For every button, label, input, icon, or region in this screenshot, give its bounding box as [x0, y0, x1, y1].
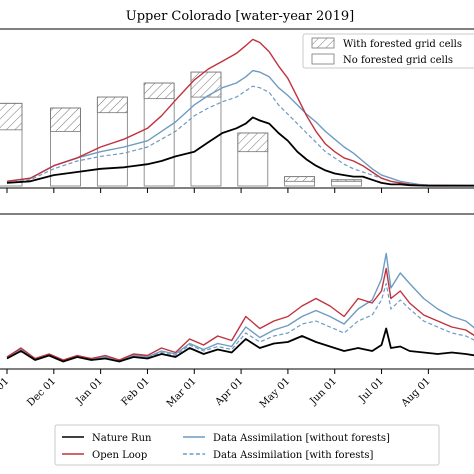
top-series-open-loop — [6, 38, 474, 187]
bar-legend-label-non-forested: No forested grid cells — [343, 55, 453, 66]
bottom-panel: Nov 01 Dec 01 Jan 01 Feb 01 Mar 01 Apr 01 May … — [0, 213, 474, 410]
bar-forested-5 — [237, 132, 269, 153]
line-legend: Nature Run Open Loop Data Assimilation [… — [54, 424, 440, 466]
top-panel: With forested grid cells No forested gri… — [0, 28, 474, 193]
x-tick-label-4: Mar 01 — [165, 376, 199, 410]
bar-forested-6 — [284, 176, 316, 182]
top-x-ticks — [6, 188, 429, 193]
x-tick-label-8: Jul 01 — [357, 376, 386, 405]
bar-legend: With forested grid cells No forested gri… — [302, 33, 474, 69]
bar-legend-label-forested: With forested grid cells — [343, 39, 462, 50]
x-tick-label-2: Jan 01 — [74, 376, 105, 407]
legend-label-nature-run: Nature Run — [92, 433, 152, 444]
x-tick-label-6: May 01 — [258, 376, 292, 410]
x-tick-label-9: Aug 01 — [399, 376, 433, 410]
legend-label-da-without: Data Assimilation [without forests] — [213, 433, 390, 444]
bottom-x-ticks: Nov 01 Dec 01 Jan 01 Feb 01 Mar 01 Apr 01 May … — [0, 369, 433, 410]
bottom-series-nature-run — [6, 327, 474, 363]
bottom-series-open-loop — [6, 267, 474, 361]
x-tick-label-1: Dec 01 — [25, 376, 58, 409]
bar-forested-4 — [190, 71, 222, 98]
top-bar-group — [0, 71, 362, 187]
legend-label-open-loop: Open Loop — [92, 450, 147, 461]
chart-title: Upper Colorado [water-year 2019] — [126, 9, 354, 24]
top-line-group — [6, 38, 474, 187]
bar-legend-swatch-forested — [311, 37, 335, 49]
bar-legend-swatch-non-forested — [311, 53, 335, 65]
x-tick-label-0: Nov 01 — [0, 376, 11, 409]
x-tick-label-5: Apr 01 — [213, 376, 246, 409]
top-series-nature-run — [6, 116, 474, 187]
bar-forested-2 — [96, 96, 128, 114]
bar-legend-frame — [302, 33, 474, 69]
bottom-series-da-without — [6, 252, 474, 361]
top-series-da-without — [6, 69, 474, 187]
bar-forested-7 — [331, 179, 362, 182]
bar-forested-1 — [50, 107, 81, 132]
line-legend-frame — [54, 424, 440, 466]
bar-forested-0 — [0, 102, 23, 131]
x-tick-label-7: Jun 01 — [307, 376, 339, 408]
bottom-line-group — [6, 252, 474, 363]
bar-forested-3 — [143, 82, 175, 100]
x-tick-label-3: Feb 01 — [120, 376, 152, 408]
legend-label-da-with: Data Assimilation [with forests] — [213, 450, 374, 461]
